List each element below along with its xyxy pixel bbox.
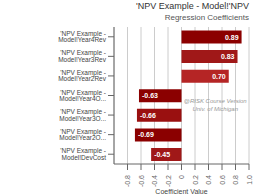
svg-text:-0.45: -0.45 bbox=[154, 151, 170, 158]
svg-text:0.89: 0.89 bbox=[225, 34, 239, 41]
svg-text:1.0: 1.0 bbox=[246, 175, 250, 185]
svg-text:-0.69: -0.69 bbox=[138, 131, 154, 138]
svg-text:0.6: 0.6 bbox=[219, 175, 226, 185]
svg-text:-0.2: -0.2 bbox=[165, 175, 172, 187]
svg-text:-0.4: -0.4 bbox=[151, 175, 158, 187]
html-text:@RISK Course Version: @RISK Course Version bbox=[183, 98, 247, 105]
svg-text:0.4: 0.4 bbox=[205, 175, 212, 185]
svg-text:'NPV Example -Model!Year3O...: 'NPV Example -Model!Year3O... bbox=[59, 108, 106, 122]
svg-text:'NPV Example -Model!Year4Rev: 'NPV Example -Model!Year4Rev bbox=[58, 30, 107, 44]
svg-text:0: 0 bbox=[178, 175, 185, 179]
svg-text:0.83: 0.83 bbox=[221, 53, 235, 60]
svg-text:'NPV Example -Model!DevCost: 'NPV Example -Model!DevCost bbox=[60, 147, 106, 161]
svg-text:0.8: 0.8 bbox=[232, 175, 239, 185]
html-text:Regression Coefficients: Regression Coefficients bbox=[164, 13, 249, 22]
svg-text:'NPV Example -Model!Year2Rev: 'NPV Example -Model!Year2Rev bbox=[58, 69, 107, 83]
svg-text:-0.6: -0.6 bbox=[138, 175, 145, 187]
svg-text:0.2: 0.2 bbox=[192, 175, 199, 185]
svg-text:'NPV Example -Model!Year3Rev: 'NPV Example -Model!Year3Rev bbox=[58, 49, 107, 63]
svg-text:'NPV Example -Model!Year2O...: 'NPV Example -Model!Year2O... bbox=[59, 128, 106, 142]
svg-text:Coefficient Value: Coefficient Value bbox=[155, 188, 207, 195]
svg-text:0.70: 0.70 bbox=[212, 73, 226, 80]
svg-text:-0.63: -0.63 bbox=[142, 92, 158, 99]
svg-text:-0.8: -0.8 bbox=[124, 175, 131, 187]
svg-text:-0.66: -0.66 bbox=[140, 112, 156, 119]
html-text:Univ. of Michigan: Univ. of Michigan bbox=[192, 106, 238, 113]
svg-text:'NPV Example -Model!Year4O...: 'NPV Example -Model!Year4O... bbox=[59, 89, 106, 103]
html-text:'NPV Example - Model!'NPV: 'NPV Example - Model!'NPV bbox=[136, 1, 249, 11]
